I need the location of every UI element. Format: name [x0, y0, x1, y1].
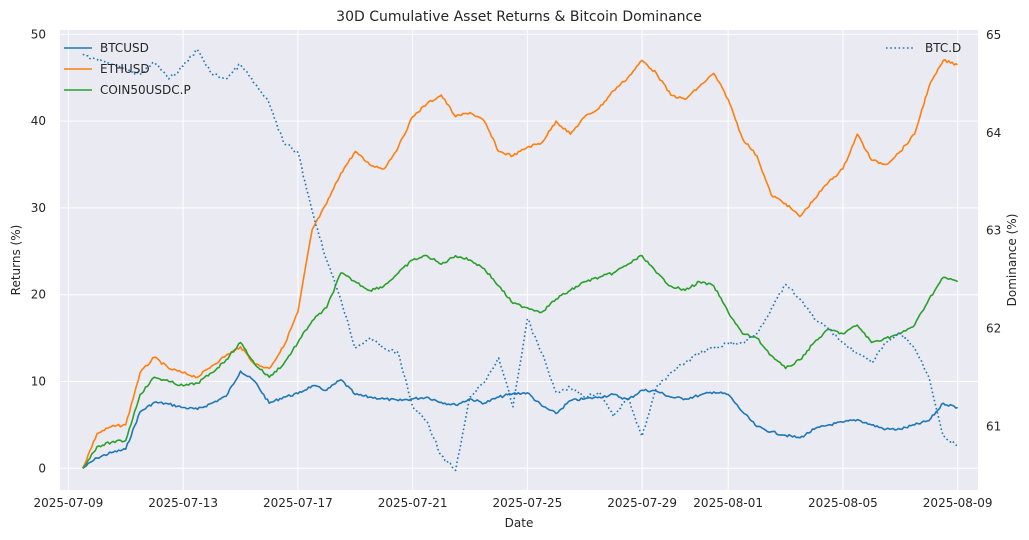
x-tick-label: 2025-07-09 [33, 496, 103, 510]
legend-entry: BTCUSD [100, 41, 149, 55]
legend-entry: BTC.D [925, 41, 961, 55]
series-lines [81, 48, 959, 472]
legend-entry: ETHUSD [100, 62, 150, 76]
x-axis-label: Date [505, 516, 534, 530]
y2-tick-label: 65 [986, 28, 1001, 42]
x-tick-label: 2025-08-09 [923, 496, 993, 510]
y-tick-label: 40 [31, 114, 46, 128]
y-axis-label: Returns (%) [9, 225, 23, 296]
y-tick-label: 0 [38, 461, 46, 475]
series-line-btcusd [82, 370, 958, 469]
gridlines [60, 30, 978, 490]
legend-right: BTC.D [886, 41, 961, 55]
y2-tick-label: 62 [986, 322, 1001, 336]
x-tick-label: 2025-07-29 [607, 496, 677, 510]
y2-tick-label: 64 [986, 126, 1001, 140]
y-tick-label: 10 [31, 375, 46, 389]
x-tick-label: 2025-08-05 [808, 496, 878, 510]
legend-entry: COIN50USDC.P [100, 83, 191, 97]
series-line-coin50usdc-p [82, 254, 959, 469]
y2-tick-label: 61 [986, 419, 1001, 433]
plot-area [60, 30, 978, 490]
series-line-ethusd [81, 58, 959, 469]
x-tick-label: 2025-07-17 [263, 496, 333, 510]
x-tick-label: 2025-08-01 [693, 496, 763, 510]
chart-title: 30D Cumulative Asset Returns & Bitcoin D… [336, 9, 702, 25]
y2-tick-label: 63 [986, 224, 1001, 238]
y-tick-label: 20 [31, 288, 46, 302]
x-tick-label: 2025-07-21 [378, 496, 448, 510]
axes: 2025-07-09 2025-07-13 2025-07-17 2025-07-21… [31, 27, 1002, 510]
legend-left: BTCUSD ETHUSD COIN50USDC.P [64, 41, 191, 97]
y-tick-label: 30 [31, 201, 46, 215]
y-tick-label: 50 [31, 27, 46, 41]
y2-axis-label: Dominance (%) [1005, 214, 1019, 307]
x-tick-label: 2025-07-13 [148, 496, 218, 510]
x-tick-label: 2025-07-25 [492, 496, 562, 510]
